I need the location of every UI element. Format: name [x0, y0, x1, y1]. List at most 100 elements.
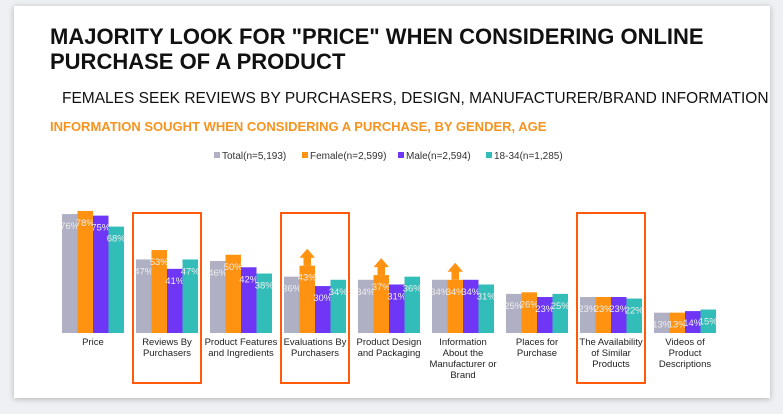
legend-label: Male(n=2,594): [406, 151, 471, 162]
data-label: 34%: [430, 287, 450, 298]
data-label: 34%: [329, 287, 349, 298]
data-label: 22%: [625, 306, 645, 317]
bar: [580, 297, 596, 333]
bar: [167, 268, 183, 333]
bar: [93, 215, 109, 333]
bar: [241, 267, 257, 333]
data-label: 76%: [60, 221, 80, 232]
data-label: 43%: [298, 273, 318, 284]
category-label: Brand: [450, 370, 475, 381]
data-label: 13%: [652, 320, 672, 331]
bar: [432, 279, 448, 333]
bar: [315, 286, 331, 333]
data-label: 15%: [699, 317, 719, 328]
data-label: 47%: [181, 266, 201, 277]
data-label: 50%: [224, 262, 244, 273]
category-label: Product Features: [205, 337, 278, 348]
category-label: and Ingredients: [208, 348, 274, 359]
data-label: 14%: [683, 318, 703, 329]
highlight-box: [280, 212, 350, 384]
data-label: 68%: [107, 234, 127, 245]
highlight-box: [132, 212, 202, 384]
legend-swatch: [486, 152, 492, 158]
category-label: The Availability: [579, 337, 642, 348]
data-label: 23%: [594, 304, 614, 315]
data-label: 46%: [208, 268, 228, 279]
arrow-up-icon: [373, 258, 389, 276]
bar: [463, 279, 479, 333]
bar: [62, 214, 78, 333]
chart-title: INFORMATION SOUGHT WHEN CONSIDERING A PU…: [50, 119, 547, 134]
data-label: 38%: [255, 281, 275, 292]
data-label: 25%: [551, 301, 571, 312]
bar: [299, 265, 315, 333]
subtitle: FEMALES SEEK REVIEWS BY PURCHASERS, DESI…: [62, 90, 769, 107]
data-label: 23%: [535, 304, 555, 315]
bar: [284, 276, 300, 333]
bar: [669, 312, 685, 333]
data-label: 23%: [609, 304, 629, 315]
category-label: Price: [82, 337, 104, 348]
bar: [136, 259, 152, 333]
data-label: 53%: [150, 257, 170, 268]
category-label: Videos of: [665, 337, 705, 348]
legend-swatch: [302, 152, 308, 158]
category-label: Purchase: [517, 348, 557, 359]
legend-label: 18-34(n=1,285): [494, 151, 563, 162]
data-label: 34%: [461, 287, 481, 298]
data-label: 13%: [668, 320, 688, 331]
data-label: 34%: [446, 287, 466, 298]
category-label: Evaluations By: [284, 337, 347, 348]
bar: [595, 297, 611, 333]
data-label: 41%: [165, 276, 185, 287]
category-label: About the: [443, 348, 484, 359]
data-label: 26%: [520, 299, 540, 310]
category-label: Information: [439, 337, 487, 348]
bar: [210, 261, 226, 333]
bar: [521, 292, 537, 333]
data-label: 25%: [504, 301, 524, 312]
category-label: Reviews By: [142, 337, 192, 348]
highlight-box: [576, 212, 646, 384]
bar: [389, 284, 405, 333]
bar: [225, 254, 241, 333]
bar: [537, 297, 553, 333]
data-label: 34%: [356, 287, 376, 298]
data-label: 30%: [313, 293, 333, 304]
bar: [626, 298, 642, 333]
data-label: 78%: [76, 218, 96, 229]
data-label: 75%: [91, 223, 111, 234]
bar: [330, 279, 346, 333]
category-label: Descriptions: [659, 359, 712, 370]
category-label: of Similar: [591, 348, 631, 359]
bar: [256, 273, 272, 333]
bar: [358, 279, 374, 333]
category-label: Products: [592, 359, 630, 370]
data-label: 31%: [387, 291, 407, 302]
arrow-up-icon: [447, 262, 463, 280]
bar: [700, 309, 716, 333]
bar: [685, 311, 701, 333]
data-label: 47%: [134, 266, 154, 277]
data-label: 36%: [403, 284, 423, 295]
category-label: Product: [669, 348, 702, 359]
arrow-up-icon: [299, 248, 315, 266]
legend-swatch: [398, 152, 404, 158]
legend-label: Total(n=5,193): [222, 151, 286, 162]
bar: [151, 250, 167, 333]
bar: [654, 312, 670, 333]
category-label: Purchasers: [143, 348, 191, 359]
category-label: Product Design: [357, 337, 422, 348]
bar: [404, 276, 420, 333]
bar: [506, 293, 522, 333]
bar: [108, 226, 124, 333]
data-label: 36%: [282, 284, 302, 295]
category-label: and Packaging: [358, 348, 421, 359]
data-label: 42%: [239, 274, 259, 285]
bar: [182, 259, 198, 333]
legend-label: Female(n=2,599): [310, 151, 386, 162]
bar: [478, 284, 494, 333]
bar: [611, 297, 627, 333]
data-label: 31%: [477, 291, 497, 302]
